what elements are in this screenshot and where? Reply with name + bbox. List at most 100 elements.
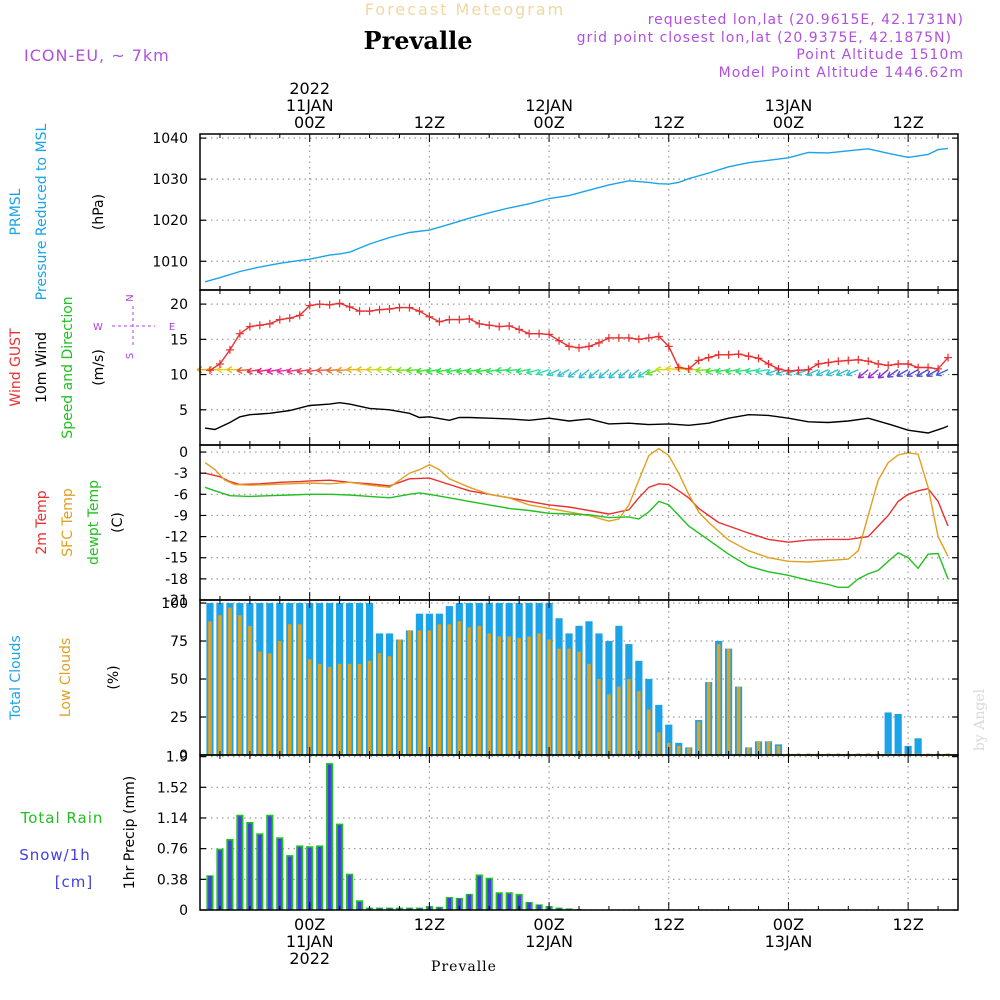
ytick-label: -3: [174, 466, 188, 482]
ytick-label: 25: [170, 710, 188, 726]
bar-clouds-b: [686, 747, 691, 755]
bar-clouds-b: [507, 636, 511, 755]
wind-arrow-head: [618, 372, 622, 379]
wind-arrow-head: [906, 370, 911, 377]
wind-arrow-head: [226, 369, 233, 374]
gust-marker: [445, 315, 454, 324]
ytick-label: 100: [161, 596, 188, 612]
top-time-label: 12Z: [414, 113, 445, 132]
wind-arrow-head: [665, 365, 672, 370]
bar-clouds-a: [655, 704, 663, 755]
wind-arrow: [765, 368, 779, 376]
ylabel-temperature-2: dewpt Temp: [86, 480, 102, 565]
bar-precip-b: [268, 816, 272, 910]
wind-arrow-shaft: [436, 368, 450, 373]
compass-e: E: [169, 322, 175, 333]
ytick-label: -9: [174, 508, 188, 524]
bar-clouds-b: [238, 615, 242, 755]
ylabel-temperature-1: SFC Temp: [60, 488, 76, 557]
wind-arrow-head: [776, 373, 783, 376]
top-time-label: 12Z: [653, 113, 684, 132]
wind-arrow-head: [745, 371, 752, 375]
gust-marker: [884, 361, 893, 370]
bar-clouds-b: [517, 637, 521, 755]
wind-arrow-head: [826, 374, 833, 377]
ytick-label: -12: [165, 530, 188, 546]
wind-arrow-head: [446, 371, 453, 375]
ylabel-wind-0: Wind GUST: [8, 328, 24, 407]
wind-arrow-head: [655, 369, 662, 374]
wind-arrow-head: [476, 371, 483, 375]
wind-arrow-head: [618, 376, 625, 379]
bar-precip-b: [417, 908, 422, 910]
bar-clouds-b: [776, 745, 781, 755]
wind-arrow-head: [246, 371, 253, 375]
wind-arrow: [916, 369, 929, 377]
ytick-label: 1010: [152, 254, 188, 270]
gust-marker: [744, 352, 753, 361]
wind-arrow-shaft: [286, 368, 300, 373]
gust-marker: [405, 303, 414, 312]
model-label: ICON-EU, ~ 7km: [24, 46, 170, 65]
bar-clouds-b: [457, 621, 462, 755]
bar-clouds-a: [884, 712, 892, 755]
wind-arrow-shaft: [725, 368, 739, 373]
bar-clouds-b: [297, 624, 302, 755]
wind-arrow-head: [416, 371, 423, 375]
wind-arrow: [246, 367, 260, 375]
panel-frame: [199, 754, 959, 911]
wind-arrow-head: [336, 370, 343, 374]
wind-arrow-shaft: [846, 368, 859, 376]
bar-precip-b: [258, 834, 262, 910]
top-time-label: 00Z: [294, 113, 325, 132]
gust-marker: [365, 307, 374, 316]
wind-arrow-head: [725, 371, 732, 375]
ylabel-wind-2: Speed and Direction: [60, 296, 76, 438]
bottom-time-label: 00Z: [294, 915, 325, 934]
panel-frame: [199, 133, 959, 291]
wind-arrow-head: [815, 369, 821, 376]
wind-arrow-shaft: [557, 369, 570, 377]
ytick-label: 75: [170, 634, 188, 650]
ylabel-precip-0: 1hr Precip (mm): [122, 776, 138, 889]
top-time-label: 13JAN: [765, 96, 813, 115]
bar-clouds-b: [427, 630, 432, 755]
wind-arrow-head: [628, 376, 635, 379]
ylabel-clouds-1: Low Clouds: [58, 638, 74, 717]
wind-arrow-head: [386, 366, 392, 371]
bar-clouds-b: [337, 663, 342, 755]
wind-arrow-head: [256, 371, 263, 375]
bar-precip-b: [557, 908, 561, 910]
wind-arrow-shaft: [598, 369, 610, 379]
wind-arrow-head: [526, 372, 533, 376]
wind-arrow-head: [536, 373, 543, 376]
wind-arrow-head: [266, 367, 272, 373]
ytick-label: 50: [170, 672, 188, 688]
model-altitude: Model Point Altitude 1446.62m: [719, 65, 964, 81]
gust-marker: [624, 333, 633, 342]
wind-arrow: [725, 367, 739, 375]
wind-arrow: [886, 369, 899, 378]
gust-marker: [215, 359, 224, 368]
wind-arrow-shaft: [426, 368, 440, 373]
top-time-label: 11JAN: [286, 96, 334, 115]
wind-arrow-shaft: [755, 368, 769, 373]
wind-arrow-head: [495, 370, 502, 374]
wind-arrow-head: [226, 366, 233, 371]
ylabel-pressure-1: Pressure Reduced to MSL: [34, 123, 50, 300]
gust-marker: [814, 359, 823, 368]
bar-clouds-a: [914, 738, 922, 755]
wind-arrow-head: [705, 367, 711, 373]
gust-marker: [435, 317, 444, 326]
wind-arrow-head: [286, 367, 292, 373]
bar-clouds-b: [447, 624, 452, 755]
bar-clouds-b: [387, 656, 392, 755]
bar-clouds-b: [467, 627, 472, 755]
wind-arrow-head: [886, 371, 891, 378]
wind-arrow: [857, 369, 869, 379]
wind-arrow-shaft: [536, 368, 550, 375]
gust-marker: [914, 363, 923, 372]
ytick-label: 0.76: [157, 842, 188, 858]
wind-arrow: [695, 366, 709, 374]
ylabel-clouds-2: (%): [106, 665, 122, 689]
